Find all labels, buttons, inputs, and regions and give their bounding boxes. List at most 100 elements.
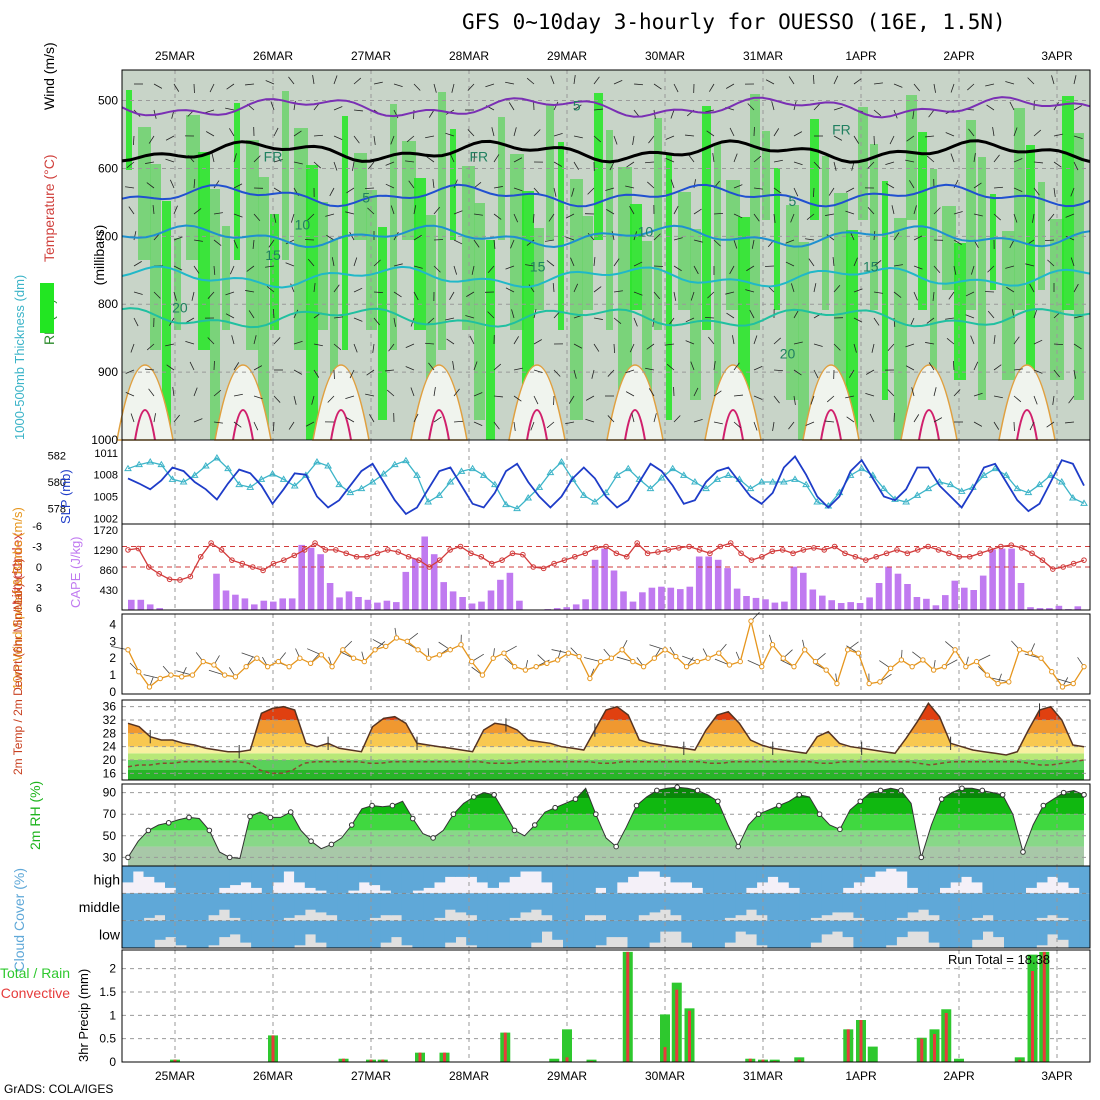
wind-speed-point (146, 684, 153, 690)
thickness-point (557, 458, 566, 465)
upper-wind-barb (605, 187, 615, 191)
upper-wind-barb (593, 108, 603, 111)
lifted-index-tick-label: -6 (32, 521, 42, 533)
hot-isotherm (232, 409, 254, 441)
thickness-point (413, 471, 421, 478)
cloud-cover-bar (982, 893, 994, 916)
upper-wind-barb (305, 421, 315, 427)
lifted-index-tick-label: 6 (36, 603, 42, 615)
cape-bar (771, 602, 779, 610)
wind-speed-point (522, 667, 529, 673)
wind-speed-point (1049, 669, 1055, 675)
cloud-cover-bar (487, 893, 499, 921)
upper-wind-barb (1029, 283, 1035, 293)
upper-wind-barb (1029, 421, 1035, 431)
upper-wind-barb (1033, 129, 1042, 137)
rh-line (127, 786, 1085, 859)
rh-shading (306, 165, 318, 440)
rh-shading (390, 104, 397, 350)
thickness-point (1002, 471, 1011, 478)
rh-shading (678, 192, 691, 310)
cape-bar (714, 559, 722, 610)
rh-shading (1014, 108, 1025, 310)
cape-bar (961, 587, 968, 610)
upper-wind-barb (393, 317, 396, 327)
upper-wind-barb (553, 161, 562, 167)
cape-bar (1027, 607, 1034, 610)
wind-speed-point (1016, 647, 1023, 653)
lifted-index-point (384, 547, 391, 553)
upper-wind-barb (585, 418, 595, 423)
wind-speed-line (127, 620, 1085, 688)
cloud-cover-bar (670, 893, 682, 916)
isotherm-line (121, 307, 1091, 329)
upper-wind-barb (513, 187, 523, 192)
cape-bar (222, 590, 230, 610)
upper-wind-barb (587, 232, 595, 241)
lifted-index-point (800, 547, 807, 553)
cloud-cover-bar (154, 866, 166, 883)
lifted-index-point (260, 567, 266, 574)
pressure-tick-label: 600 (98, 161, 118, 175)
cloud-cover-bar (541, 893, 553, 916)
cloud-cover-bar (627, 920, 639, 948)
rh-point (409, 815, 416, 822)
rh-shading (606, 130, 613, 330)
rh-shading (738, 217, 750, 400)
cloud-cover-bar (358, 920, 370, 948)
upper-wind-barb (793, 131, 803, 137)
rh-shading (762, 131, 770, 220)
cloud-cover-bar (896, 893, 908, 918)
lifted-index-point (644, 550, 651, 557)
rh-shading (522, 191, 534, 420)
upper-wind-barb (945, 132, 955, 137)
rh-point (593, 811, 599, 818)
wind-speed-point (952, 647, 958, 653)
cape-bar (506, 572, 514, 610)
upper-wind-barb (233, 213, 243, 218)
upper-wind-barb (428, 362, 435, 371)
date-label-top: 3APR (1041, 49, 1073, 63)
upper-wind-barb (693, 265, 699, 275)
cloud-cover-bar (649, 893, 661, 913)
upper-wind-barb (352, 161, 355, 171)
wind-speed-point (297, 655, 303, 661)
upper-wind-barb (513, 157, 523, 163)
cloud-cover-bar (960, 893, 973, 921)
cape-bar (667, 587, 675, 610)
cloud-cover-bar (606, 866, 618, 894)
rh-shading (582, 216, 593, 310)
cloud-cover-bar (401, 893, 413, 921)
upper-wind-barb (648, 135, 655, 144)
upper-wind-barb (845, 187, 855, 193)
cloud-cover-bar (208, 866, 220, 894)
upper-wind-barb (449, 153, 455, 163)
precip-convective-bar (503, 1032, 507, 1062)
cape-bar (837, 603, 845, 610)
upper-wind-barb (593, 317, 603, 320)
cloud-cover-bar (541, 920, 553, 932)
upper-wind-barb (773, 213, 776, 223)
upper-wind-barb (1033, 395, 1038, 405)
upper-wind-barb (513, 336, 519, 345)
upper-wind-barb (729, 265, 735, 275)
upper-wind-barb (745, 289, 755, 293)
precip-convective-bar (859, 1020, 863, 1062)
cloud-cover-bar (853, 920, 865, 948)
cape-bar (733, 588, 741, 610)
upper-wind-barb (833, 135, 843, 141)
upper-wind-barb (487, 265, 495, 274)
cloud-cover-bar (412, 866, 424, 891)
precip-total-bar (769, 1059, 780, 1062)
upper-wind-barb (1033, 339, 1043, 345)
upper-wind-barb (893, 232, 900, 241)
cloud-cover-bar (799, 920, 811, 948)
thickness-point (379, 470, 388, 477)
cloud-cover-bar (433, 920, 446, 948)
upper-wind-barb (553, 101, 559, 111)
wind-tick-label: 2 (109, 651, 116, 665)
cloud-cover-bar (283, 920, 295, 948)
upper-wind-barb (873, 260, 882, 267)
upper-wind-barb (493, 239, 496, 249)
isotherm-label: 15 (863, 259, 879, 275)
